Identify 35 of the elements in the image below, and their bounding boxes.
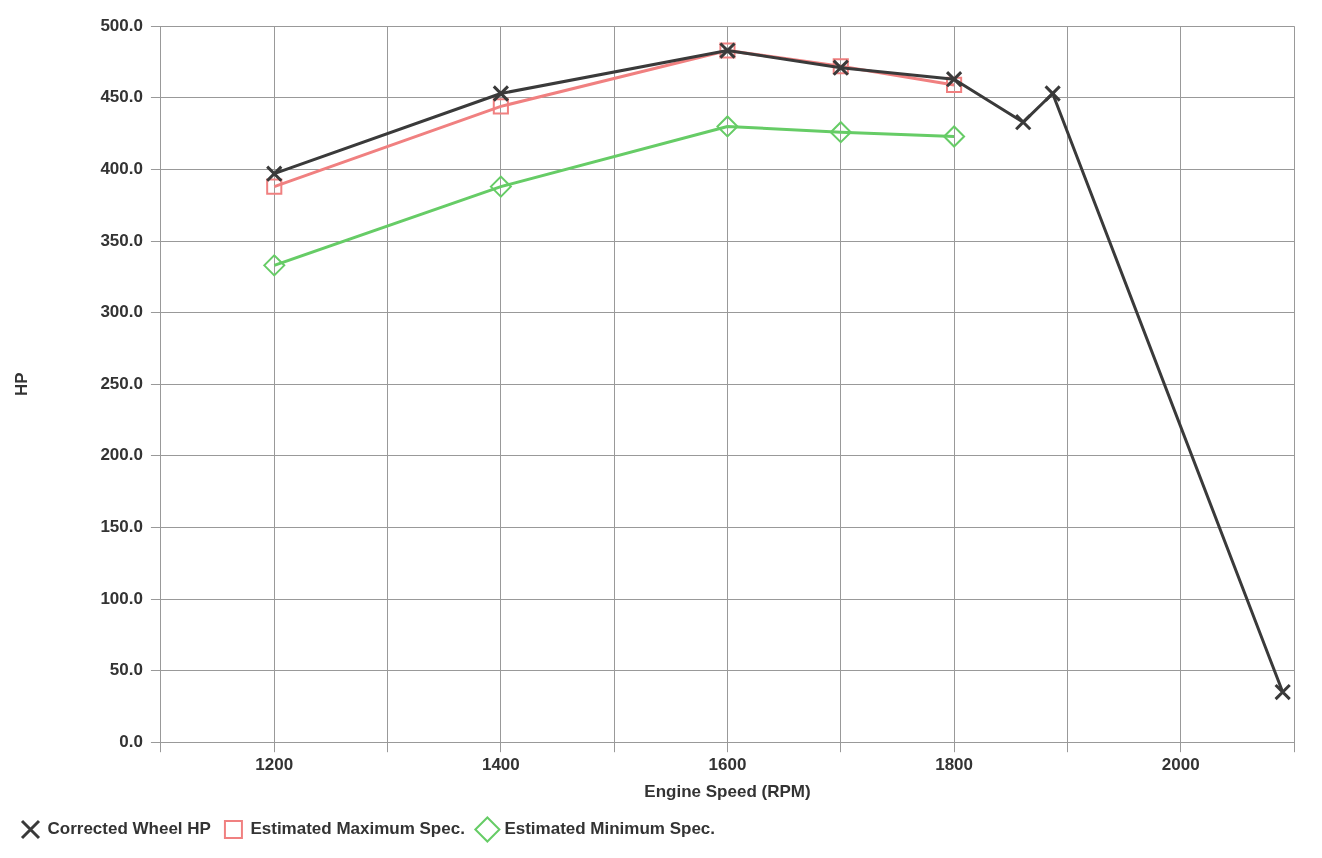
- y-axis-title: HP: [11, 372, 31, 397]
- point: [946, 76, 963, 93]
- point: [1014, 113, 1032, 131]
- y-tick-label: 350.0: [100, 230, 143, 250]
- x-tick-label: 1800: [935, 755, 973, 775]
- point: [492, 98, 509, 115]
- point: [945, 70, 963, 88]
- y-tick-label: 500.0: [100, 15, 143, 35]
- point: [263, 254, 286, 277]
- y-tick-label: 50.0: [109, 660, 143, 680]
- y-tick-label: 0.0: [119, 731, 143, 751]
- x-tick-label: 1600: [708, 755, 747, 775]
- x-tick-label: 1400: [481, 755, 520, 775]
- y-tick-label: 150.0: [100, 517, 143, 537]
- legend-label: Estimated Maximum Spec.: [250, 819, 465, 839]
- point: [943, 125, 966, 148]
- point: [716, 115, 739, 138]
- y-tick-label: 100.0: [100, 588, 143, 608]
- y-tick-label: 250.0: [100, 373, 143, 393]
- point: [265, 165, 283, 183]
- point: [1044, 84, 1062, 103]
- y-tick-label: 200.0: [100, 445, 143, 465]
- x-tick-label: 2000: [1161, 755, 1200, 775]
- x-axis-title: Engine Speed (RPM): [644, 782, 811, 802]
- point: [829, 121, 852, 144]
- y-tick-label: 450.0: [100, 87, 143, 107]
- point: [1274, 683, 1292, 701]
- y-tick-label: 300.0: [100, 302, 143, 322]
- point: [489, 175, 512, 198]
- legend-label: Estimated Minimum Spec.: [504, 819, 716, 839]
- y-tick-label: 400.0: [100, 159, 143, 179]
- x-tick-label: 1200: [255, 755, 294, 775]
- point: [266, 178, 283, 195]
- point: [492, 84, 510, 103]
- legend-label: Corrected Wheel HP: [47, 819, 211, 839]
